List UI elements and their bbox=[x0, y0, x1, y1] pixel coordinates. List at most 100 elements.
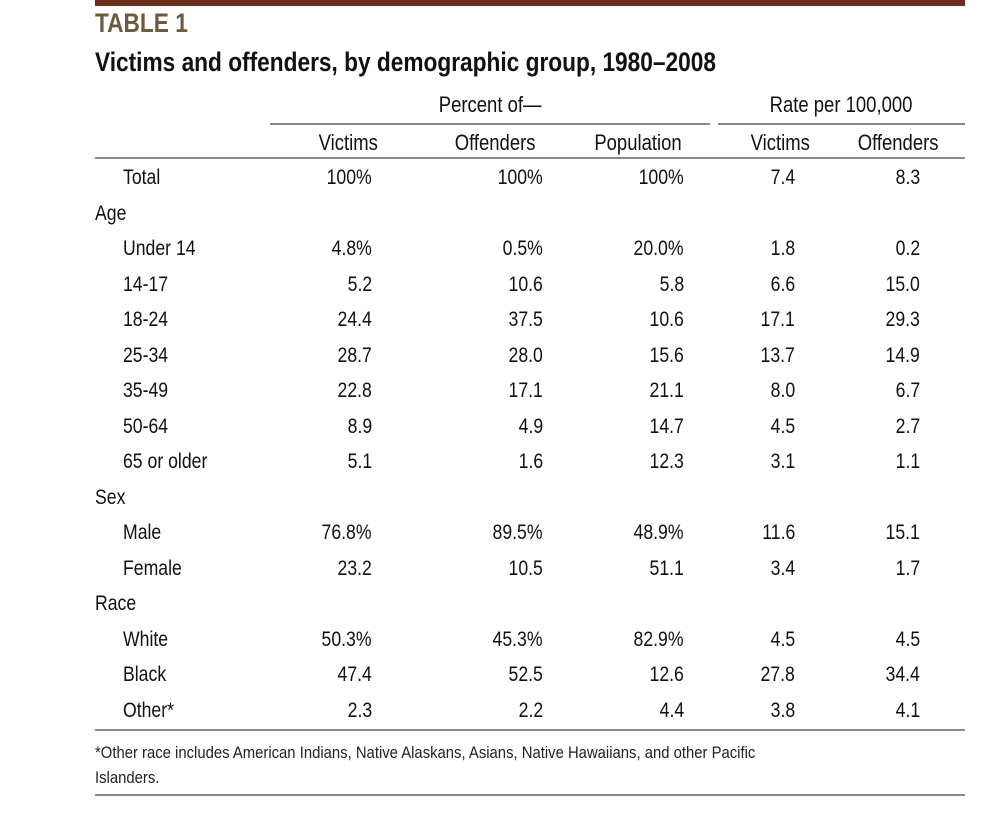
table-cell-text: 13.7 bbox=[760, 343, 795, 367]
table-cell-text: 20.0% bbox=[633, 237, 684, 260]
table-cell: 1.1 bbox=[800, 450, 920, 474]
column-header-text: Population bbox=[594, 130, 682, 155]
column-header: Victims bbox=[700, 130, 860, 156]
table-cell: 52.5 bbox=[423, 663, 543, 687]
table-cell: 4.8% bbox=[252, 237, 372, 261]
group-header-rate: Rate per 100,000 bbox=[718, 92, 965, 118]
table-cell-text: 1.6 bbox=[518, 450, 543, 473]
table-title-text: Victims and offenders, by demographic gr… bbox=[95, 47, 716, 77]
section-header-text: Race bbox=[95, 592, 137, 615]
table-cell-text: 17.1 bbox=[760, 308, 795, 331]
row-label: 35-49 bbox=[123, 379, 273, 403]
row-label-text: Other* bbox=[123, 698, 174, 722]
table-cell: 17.1 bbox=[675, 308, 795, 332]
table-cell: 100% bbox=[564, 166, 684, 190]
table-cell-text: 8.3 bbox=[895, 166, 920, 189]
section-header: Age bbox=[95, 202, 265, 226]
table-cell-text: 0.5% bbox=[502, 237, 543, 260]
row-label-text: 14-17 bbox=[123, 272, 169, 296]
table-cell-text: 23.2 bbox=[337, 556, 372, 580]
table-cell: 48.9% bbox=[564, 521, 684, 545]
table-cell-text: 4.5 bbox=[770, 414, 795, 438]
table-label-text: TABLE 1 bbox=[95, 8, 188, 38]
table-cell-text: 34.4 bbox=[885, 663, 920, 686]
group-header-percent-text: Percent of— bbox=[438, 92, 542, 117]
table-cell-text: 4.9 bbox=[518, 414, 543, 438]
table-cell: 100% bbox=[252, 166, 372, 190]
row-label: 65 or older bbox=[123, 450, 273, 474]
table-cell-text: 1.1 bbox=[895, 450, 920, 473]
table-cell: 8.0 bbox=[675, 379, 795, 403]
table-cell: 12.6 bbox=[564, 663, 684, 687]
table-cell: 7.4 bbox=[675, 166, 795, 190]
column-header: Offenders bbox=[818, 130, 978, 156]
table-cell-text: 5.2 bbox=[347, 272, 372, 296]
row-label: Male bbox=[123, 521, 273, 545]
table-cell-text: 50.3% bbox=[321, 627, 372, 651]
table-cell: 10.6 bbox=[564, 308, 684, 332]
table-cell-text: 6.7 bbox=[895, 379, 920, 402]
table-cell: 76.8% bbox=[252, 521, 372, 545]
table-cell-text: 48.9% bbox=[633, 521, 684, 544]
table-cell: 1.8 bbox=[675, 237, 795, 261]
table-cell: 3.8 bbox=[675, 699, 795, 723]
footnote-rule bbox=[95, 794, 965, 796]
table-cell-text: 15.1 bbox=[885, 521, 920, 544]
row-label: Total bbox=[123, 166, 273, 190]
row-label-text: Female bbox=[123, 556, 182, 580]
table-cell-text: 3.8 bbox=[770, 698, 795, 722]
row-label: 14-17 bbox=[123, 273, 273, 297]
table-cell: 37.5 bbox=[423, 308, 543, 332]
table-cell: 15.6 bbox=[564, 344, 684, 368]
table-cell: 13.7 bbox=[675, 344, 795, 368]
table-cell: 15.0 bbox=[800, 273, 920, 297]
table-cell-text: 3.1 bbox=[770, 450, 795, 473]
table-cell: 28.7 bbox=[252, 344, 372, 368]
table-title: Victims and offenders, by demographic gr… bbox=[95, 47, 834, 78]
table-cell: 47.4 bbox=[252, 663, 372, 687]
table-cell: 4.5 bbox=[800, 628, 920, 652]
table-cell: 3.4 bbox=[675, 557, 795, 581]
row-label: Female bbox=[123, 557, 273, 581]
column-header: Offenders bbox=[415, 130, 575, 156]
table-cell: 3.1 bbox=[675, 450, 795, 474]
table-cell: 51.1 bbox=[564, 557, 684, 581]
table-cell-text: 27.8 bbox=[760, 663, 795, 686]
table-cell: 6.6 bbox=[675, 273, 795, 297]
table-cell-text: 7.4 bbox=[770, 166, 795, 189]
table-cell: 6.7 bbox=[800, 379, 920, 403]
table-cell: 50.3% bbox=[252, 628, 372, 652]
table-cell-text: 3.4 bbox=[770, 556, 795, 580]
table-cell: 4.4 bbox=[564, 699, 684, 723]
table-cell-text: 1.8 bbox=[770, 237, 795, 260]
table-cell-text: 29.3 bbox=[885, 308, 920, 331]
column-header: Victims bbox=[268, 130, 428, 156]
table-cell-text: 2.3 bbox=[347, 698, 372, 722]
table-cell: 5.1 bbox=[252, 450, 372, 474]
section-header: Race bbox=[95, 592, 265, 616]
table-cell: 1.6 bbox=[423, 450, 543, 474]
table-cell-text: 100% bbox=[638, 166, 684, 189]
table-label: TABLE 1 bbox=[95, 8, 206, 39]
table-cell-text: 5.8 bbox=[659, 272, 684, 296]
table-cell-text: 0.2 bbox=[895, 237, 920, 260]
table-cell: 21.1 bbox=[564, 379, 684, 403]
row-label: 50-64 bbox=[123, 415, 273, 439]
table-cell-text: 8.0 bbox=[770, 379, 795, 402]
table-cell-text: 100% bbox=[326, 166, 372, 189]
row-label: Black bbox=[123, 663, 273, 687]
group-header-percent: Percent of— bbox=[270, 92, 710, 118]
row-label: 25-34 bbox=[123, 344, 273, 368]
table-cell-text: 4.1 bbox=[895, 698, 920, 722]
table-cell-text: 14.9 bbox=[885, 343, 920, 367]
table-cell-text: 28.7 bbox=[337, 343, 372, 367]
table-cell-text: 15.6 bbox=[649, 343, 684, 367]
column-header: Population bbox=[558, 130, 718, 156]
table-cell: 45.3% bbox=[423, 628, 543, 652]
group-header-rate-text: Rate per 100,000 bbox=[770, 92, 913, 117]
row-label: Other* bbox=[123, 699, 273, 723]
table-cell-text: 45.3% bbox=[492, 627, 543, 651]
table-cell: 0.2 bbox=[800, 237, 920, 261]
table-cell-text: 4.5 bbox=[770, 627, 795, 651]
table-cell: 10.6 bbox=[423, 273, 543, 297]
